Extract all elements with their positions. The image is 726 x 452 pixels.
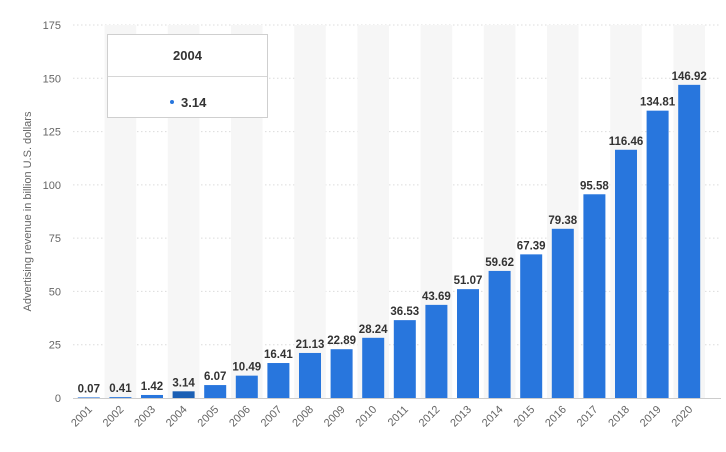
bar-2015[interactable] [520, 254, 543, 398]
tooltip-value: 3.14 [181, 95, 207, 110]
bar-2006[interactable] [235, 375, 258, 398]
x-axis-ticks: 2001 2002 2003 2004 2005 2006 2007 2008 2009 2010… [69, 404, 695, 430]
data-label-2015: 67.39 [517, 240, 546, 252]
y-tick-label: 50 [49, 286, 61, 298]
bar-2009[interactable] [330, 349, 353, 398]
x-tick-label: 2011 [386, 404, 411, 429]
x-tick-label: 2004 [164, 404, 190, 430]
x-tick-label: 2010 [354, 404, 380, 430]
data-label-2019: 134.81 [640, 97, 676, 109]
x-tick-label: 2014 [480, 404, 506, 430]
bar-2020[interactable] [678, 84, 701, 398]
bar-2008[interactable] [299, 352, 321, 398]
data-label-2002: 0.41 [109, 383, 132, 395]
bar-2002[interactable] [109, 397, 132, 398]
bar-2012[interactable] [425, 304, 448, 398]
x-tick-label: 2003 [132, 404, 158, 430]
y-tick-label: 0 [55, 393, 61, 405]
bar-2017[interactable] [583, 194, 606, 398]
bar-2003[interactable] [141, 394, 163, 398]
y-tick-label: 150 [43, 73, 61, 85]
x-tick-label: 2012 [417, 404, 443, 430]
data-label-2008: 21.13 [296, 339, 325, 351]
x-tick-label: 2017 [575, 404, 601, 430]
x-tick-label: 2015 [512, 404, 538, 430]
x-tick-label: 2019 [638, 404, 664, 430]
y-tick-label: 25 [49, 340, 61, 352]
data-label-2003: 1.42 [141, 381, 163, 393]
y-axis-ticks: 0 25 50 75 100 125 150 175 [43, 20, 61, 405]
tooltip-year: 2004 [173, 48, 202, 63]
bar-2010[interactable] [362, 337, 385, 398]
x-tick-label: 2007 [259, 404, 285, 430]
x-tick-label: 2020 [670, 404, 696, 430]
x-tick-label: 2013 [448, 404, 474, 430]
bar-2016[interactable] [551, 228, 574, 398]
data-label-2009: 22.89 [327, 335, 356, 347]
bar-2001[interactable] [77, 397, 100, 398]
bar-2007[interactable] [267, 363, 290, 398]
tooltip: 2004 3.14 [107, 34, 268, 118]
bar-2019[interactable] [646, 110, 669, 399]
y-tick-label: 100 [43, 180, 61, 192]
bars [77, 84, 701, 399]
data-label-2010: 28.24 [359, 324, 388, 336]
y-tick-label: 75 [49, 233, 61, 245]
data-label-2004: 3.14 [172, 377, 195, 389]
bar-2014[interactable] [488, 270, 511, 398]
data-label-2007: 16.41 [264, 349, 293, 361]
x-tick-label: 2001 [69, 404, 95, 430]
series-dot-icon [170, 99, 174, 104]
x-tick-label: 2002 [101, 404, 127, 430]
data-label-2014: 59.62 [485, 257, 514, 269]
y-tick-label: 125 [43, 127, 61, 139]
data-label-2016: 79.38 [548, 215, 577, 227]
x-tick-label: 2018 [606, 404, 632, 430]
data-label-2018: 116.46 [609, 136, 644, 148]
data-label-2012: 43.69 [422, 291, 451, 303]
data-label-2013: 51.07 [454, 275, 483, 287]
x-tick-label: 2008 [290, 404, 316, 430]
bar-2004[interactable] [172, 391, 195, 398]
tooltip-divider [108, 76, 267, 77]
y-axis-label: Advertising revenue in billion U.S. doll… [22, 111, 34, 311]
bar-2011[interactable] [393, 320, 416, 398]
data-label-2011: 36.53 [390, 306, 419, 318]
bar-2005[interactable] [204, 385, 227, 398]
x-tick-label: 2005 [196, 404, 222, 430]
data-label-2020: 146.92 [672, 71, 707, 83]
bar-2013[interactable] [457, 289, 479, 398]
data-label-2017: 95.58 [580, 180, 609, 192]
x-tick-label: 2009 [322, 404, 348, 430]
x-tick-label: 2006 [227, 404, 253, 430]
column-band [357, 25, 389, 398]
bar-2018[interactable] [615, 149, 637, 398]
data-label-2005: 6.07 [204, 371, 226, 383]
column-band [294, 25, 326, 398]
y-tick-label: 175 [43, 20, 61, 32]
x-tick-label: 2016 [543, 404, 569, 430]
data-label-2006: 10.49 [232, 362, 261, 374]
tooltip-value-row: 3.14 [170, 95, 206, 110]
data-label-2001: 0.07 [78, 383, 100, 395]
